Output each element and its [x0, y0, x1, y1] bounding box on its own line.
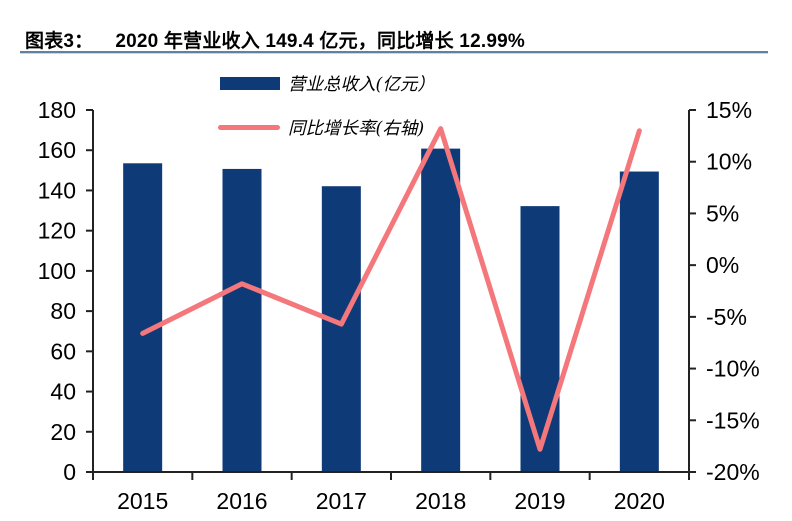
left-axis-tick-label: 180 [38, 97, 76, 123]
left-axis-tick-label: 0 [63, 459, 76, 485]
left-axis-tick-label: 100 [38, 258, 76, 284]
right-axis-tick-label: 0% [706, 252, 739, 278]
revenue-bar-2018 [421, 148, 461, 472]
legend-label-revenue: 营业总收入(亿元） [288, 74, 435, 95]
revenue-bar-2015 [123, 163, 163, 473]
growth-line [140, 126, 642, 452]
right-axis-tick-label: -5% [706, 304, 747, 330]
left-axis-tick-label: 20 [50, 419, 76, 445]
title-divider [20, 51, 768, 54]
chart-title-text: 2020 年营业收入 149.4 亿元，同比增长 12.99% [115, 31, 525, 52]
right-axis-tick-label: 5% [706, 200, 739, 226]
x-axis-category-label: 2020 [614, 488, 665, 514]
x-axis-category-label: 2018 [415, 488, 466, 514]
chart-legend: 营业总收入(亿元） 同比增长率(右轴) [218, 73, 435, 139]
right-axis-tick-label: 10% [706, 149, 752, 175]
left-axis-tick-label: 140 [38, 177, 76, 203]
revenue-bar-2020 [619, 171, 659, 473]
right-axis-tick-label: -10% [706, 356, 760, 382]
right-axis-tick-label: -15% [706, 407, 760, 433]
legend-label-growth: 同比增长率(右轴) [288, 118, 425, 139]
left-axis-tick-label: 60 [50, 338, 76, 364]
revenue-bar-2019 [520, 206, 560, 472]
divider-dark-line [20, 51, 768, 53]
figure-label: 图表3： [25, 31, 94, 52]
right-axis-tick-label: -20% [706, 459, 760, 485]
left-axis-tick-label: 120 [38, 218, 76, 244]
divider-light-line [20, 53, 768, 54]
x-axis-category-label: 2017 [316, 488, 367, 514]
revenue-bar-2017 [321, 186, 361, 472]
left-axis-tick-label: 80 [50, 298, 76, 324]
bar-swatch-icon [220, 76, 280, 90]
revenue-bar-2016 [222, 168, 262, 473]
legend-item-growth: 同比增长率(右轴) [218, 117, 435, 139]
right-axis-tick-label: 15% [706, 97, 752, 123]
left-axis-tick-label: 40 [50, 379, 76, 405]
legend-item-revenue: 营业总收入(亿元） [218, 73, 435, 95]
left-axis-tick-label: 160 [38, 137, 76, 163]
line-swatch-icon [218, 124, 280, 130]
chart-title: 图表3： 2020 年营业收入 149.4 亿元，同比增长 12.99% [25, 26, 525, 53]
x-axis-category-label: 2019 [514, 488, 565, 514]
x-axis-category-label: 2015 [117, 488, 168, 514]
x-axis-category-label: 2016 [216, 488, 267, 514]
